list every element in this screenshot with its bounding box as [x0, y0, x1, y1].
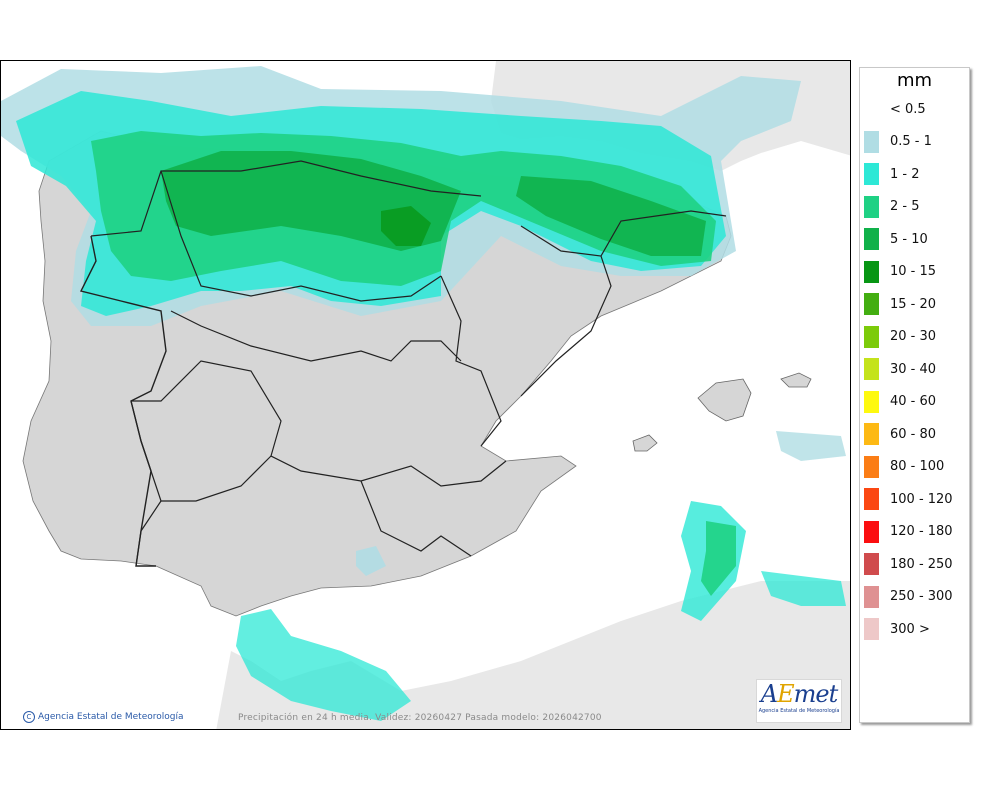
legend-swatch: [864, 293, 879, 315]
legend-item: 30 - 40: [864, 357, 936, 381]
aemet-logo-subtitle: Agencia Estatal de Meteorología: [758, 708, 840, 714]
legend-item: 15 - 20: [864, 292, 936, 316]
legend-swatch: [864, 618, 879, 640]
precip-balearic-east: [776, 431, 846, 461]
legend-label: 250 - 300: [890, 589, 953, 604]
precip-5-10-east: [516, 176, 706, 256]
legend-label: 0.5 - 1: [890, 134, 932, 149]
portugal-border: [79, 235, 167, 567]
aemet-logo: AEmet Agencia Estatal de Meteorología: [756, 679, 842, 723]
legend-item: 10 - 15: [864, 260, 936, 284]
precip-africa-west: [236, 609, 411, 721]
legend-swatch: [864, 325, 879, 348]
legend-swatch: [864, 520, 879, 543]
legend-label: 100 - 120: [890, 491, 953, 507]
precipitation-legend: mm < 0.5 0.5 - 1 1 - 2 2 - 5 5 - 10 10 - 15 15…: [859, 67, 970, 723]
legend-swatch: [864, 130, 879, 153]
legend-item: 300 >: [864, 617, 930, 641]
legend-label: 120 - 180: [890, 524, 953, 539]
legend-item: 20 - 30: [864, 325, 936, 349]
agency-credit-text: Agencia Estatal de Meteorología: [38, 712, 184, 722]
legend-label: 30 - 40: [890, 361, 937, 377]
legend-swatch: [864, 98, 879, 120]
legend-label: 1 - 2: [890, 166, 920, 182]
legend-swatch: [864, 553, 879, 575]
legend-item: < 0.5: [864, 97, 926, 121]
legend-label: 40 - 60: [890, 394, 937, 409]
legend-swatch: [864, 228, 879, 250]
legend-item: 120 - 180: [864, 520, 953, 544]
precip-10-15: [381, 206, 431, 246]
copyright-icon: C: [23, 711, 35, 723]
map-canvas: [1, 61, 850, 729]
precipitation-map[interactable]: C Agencia Estatal de Meteorología Precip…: [0, 60, 851, 730]
legend-label: 80 - 100: [890, 459, 945, 474]
legend-unit: mm: [896, 70, 933, 91]
legend-swatch: [864, 488, 879, 510]
legend-item: 60 - 80: [864, 422, 936, 446]
legend-item: 40 - 60: [864, 390, 936, 414]
legend-swatch: [864, 455, 879, 478]
legend-item: 0.5 - 1: [864, 130, 932, 154]
legend-item: 5 - 10: [864, 227, 928, 251]
legend-label: 60 - 80: [890, 426, 937, 442]
legend-label: 10 - 15: [890, 264, 937, 279]
legend-item: 180 - 250: [864, 552, 953, 576]
menorca: [780, 372, 812, 388]
legend-swatch: [864, 585, 879, 608]
mallorca: [697, 378, 752, 422]
precip-granada: [356, 546, 386, 576]
legend-item: 250 - 300: [864, 585, 953, 609]
agency-credit: C Agencia Estatal de Meteorología: [23, 711, 184, 723]
aemet-logo-mark: AEmet: [760, 680, 838, 708]
legend-label: 180 - 250: [890, 556, 953, 572]
precip-south-east-core: [701, 521, 736, 596]
precip-sardinia-sw: [761, 571, 846, 606]
legend-label: < 0.5: [890, 101, 926, 117]
legend-item: 100 - 120: [864, 487, 953, 511]
legend-swatch: [864, 358, 879, 380]
precip-layer: [1, 66, 846, 721]
legend-label: 20 - 30: [890, 329, 937, 344]
legend-label: 2 - 5: [890, 199, 920, 214]
ibiza: [632, 434, 658, 452]
legend-item: 1 - 2: [864, 162, 920, 186]
legend-swatch: [864, 423, 879, 445]
legend-item: 80 - 100: [864, 455, 944, 479]
map-caption: Precipitación en 24 h media. Validez: 20…: [238, 713, 602, 723]
legend-swatch: [864, 390, 879, 413]
legend-label: 300 >: [890, 621, 930, 637]
legend-swatch: [864, 260, 879, 283]
legend-item: 2 - 5: [864, 195, 920, 219]
legend-label: 5 - 10: [890, 231, 928, 247]
legend-swatch: [864, 163, 879, 185]
legend-label: 15 - 20: [890, 296, 937, 312]
legend-swatch: [864, 195, 879, 218]
